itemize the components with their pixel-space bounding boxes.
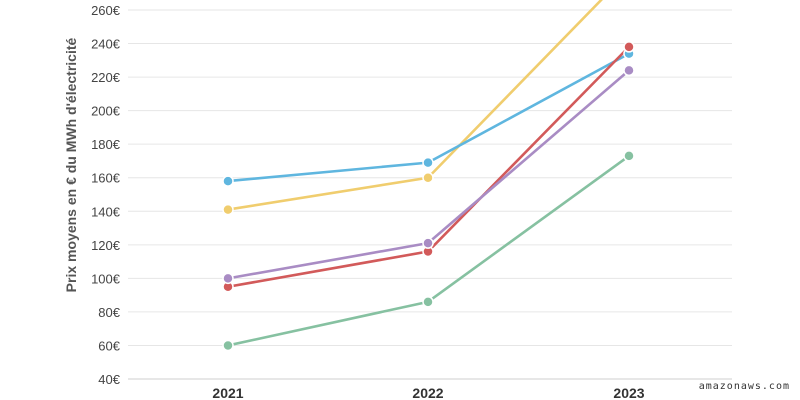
y-tick-label: 140€	[91, 204, 121, 219]
data-point	[222, 272, 234, 285]
data-point	[623, 64, 635, 77]
data-point	[222, 339, 234, 352]
data-point	[623, 150, 635, 162]
y-tick-label: 220€	[91, 70, 121, 85]
series-points	[222, 41, 635, 352]
data-point	[222, 175, 234, 187]
y-tick-label: 260€	[91, 3, 121, 18]
data-point	[623, 41, 635, 53]
y-tick-label: 160€	[91, 171, 121, 186]
y-tick-labels: 40€ 60€ 80€ 100€ 120€ 140€ 160€ 180€ 200€ 220€ 240…	[91, 3, 121, 387]
data-point	[422, 156, 434, 169]
grid-lines	[128, 9, 732, 380]
y-tick-label: 60€	[98, 338, 120, 353]
data-point	[422, 296, 434, 308]
y-tick-label: 40€	[98, 372, 120, 387]
y-axis-title: Prix moyens en € du MWh d'électricité	[63, 37, 79, 292]
data-point	[422, 171, 434, 184]
x-tick-label: 2023	[613, 385, 644, 400]
y-tick-label: 120€	[91, 238, 121, 253]
y-tick-label: 240€	[91, 37, 121, 52]
x-tick-labels: 2021 2022 2023	[212, 385, 644, 400]
y-tick-label: 180€	[91, 137, 121, 152]
y-tick-label: 80€	[98, 305, 120, 320]
y-tick-label: 100€	[91, 271, 121, 286]
watermark: amazonaws.com	[698, 381, 790, 392]
x-tick-label: 2021	[212, 385, 243, 400]
data-point	[422, 237, 434, 249]
y-tick-label: 200€	[91, 104, 121, 119]
data-point	[222, 203, 234, 216]
x-tick-label: 2022	[412, 385, 443, 400]
